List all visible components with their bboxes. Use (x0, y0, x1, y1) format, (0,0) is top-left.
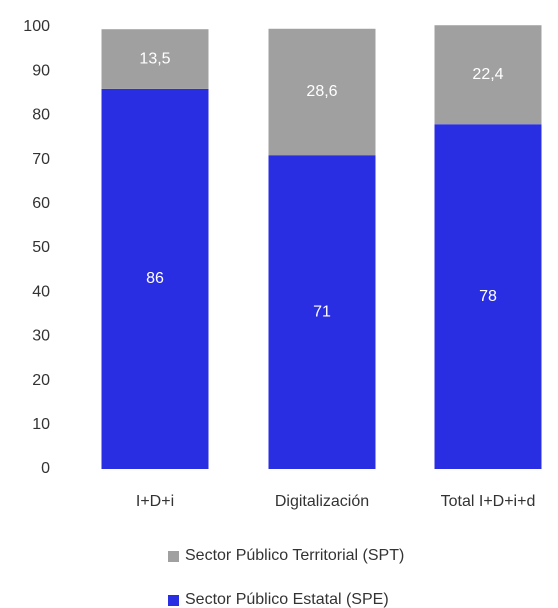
y-tick-label: 80 (32, 107, 50, 124)
value-label: 22,4 (472, 66, 503, 83)
value-label: 28,6 (306, 83, 337, 100)
y-tick-label: 30 (32, 328, 50, 345)
y-tick-label: 90 (32, 62, 50, 79)
bar-segment (101, 88, 209, 469)
y-tick-label: 20 (32, 372, 50, 389)
x-tick-label: Digitalización (275, 493, 369, 510)
y-tick-label: 60 (32, 195, 50, 212)
bar-segment (101, 29, 209, 89)
bar-segment (268, 28, 376, 156)
value-label: 13,5 (139, 50, 170, 67)
legend-label: Sector Público Estatal (SPE) (185, 591, 389, 608)
x-tick-label: Total I+D+i+d (441, 493, 536, 510)
x-tick-label: I+D+i (136, 493, 174, 510)
y-tick-label: 100 (23, 18, 50, 35)
legend-swatch (168, 551, 179, 562)
y-tick-label: 50 (32, 239, 50, 256)
y-tick-label: 70 (32, 151, 50, 168)
legend-swatch (168, 595, 179, 606)
bar-segment (434, 124, 542, 470)
y-tick-label: 40 (32, 283, 50, 300)
bar-segment (268, 155, 376, 469)
bar-segment (434, 25, 542, 125)
y-tick-label: 0 (41, 460, 50, 477)
legend-label: Sector Público Territorial (SPT) (185, 547, 404, 564)
value-label: 86 (146, 270, 164, 287)
value-label: 71 (313, 303, 331, 320)
value-label: 78 (479, 288, 497, 305)
y-tick-label: 10 (32, 416, 50, 433)
